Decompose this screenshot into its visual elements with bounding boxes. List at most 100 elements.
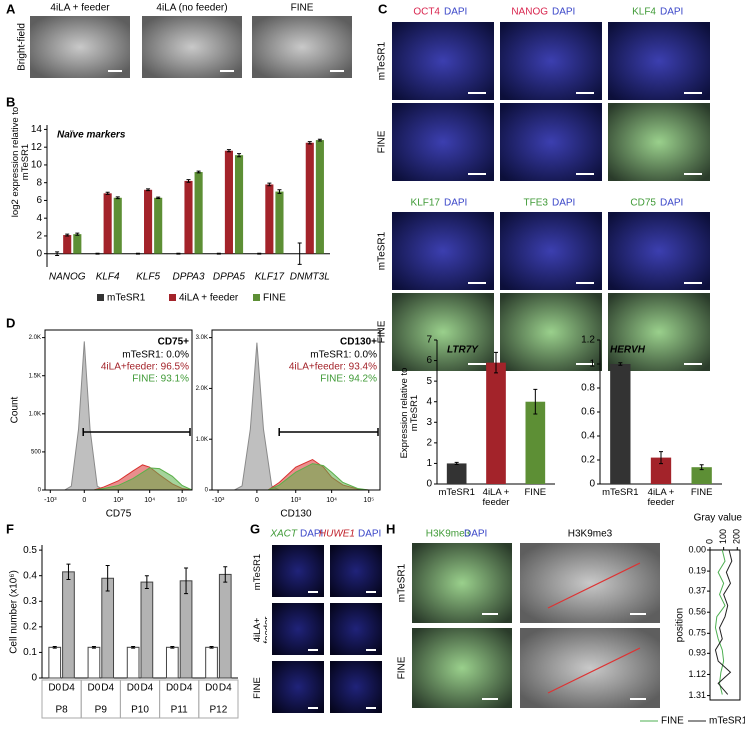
y-tick-label: 0.6 xyxy=(581,407,595,418)
scale-bar xyxy=(366,649,376,651)
y-tick-label: 0.3 xyxy=(23,596,37,607)
x-tick-label: P11 xyxy=(171,705,188,716)
y-tick-label: 1.0K xyxy=(29,411,41,417)
legend-label: FINE xyxy=(263,293,286,304)
gate-title: CD130+ xyxy=(340,337,377,348)
row-label: mTeSR1 xyxy=(397,563,408,602)
row-label: FINE xyxy=(253,662,263,714)
gate xyxy=(83,428,190,436)
scale-bar xyxy=(684,363,702,365)
y-tick-label: 0.00 xyxy=(688,544,706,554)
y-tick-label: 0.19 xyxy=(688,565,706,575)
x-tick-label: 10⁵ xyxy=(363,497,374,504)
x-tick-label: P12 xyxy=(210,705,228,716)
error-bar xyxy=(96,253,100,254)
y-tick-label: 2 xyxy=(36,231,42,242)
counterstain-label: DAPI xyxy=(660,198,683,209)
bar xyxy=(447,463,467,484)
y-tick-label: 1.2 xyxy=(581,335,595,346)
scale-bar xyxy=(482,613,498,615)
y-axis-label: Expression relative to mTeSR1 xyxy=(400,358,426,468)
scale-bar xyxy=(684,282,702,284)
y-tick-label: 0 xyxy=(36,248,42,259)
y-tick-label: 2 xyxy=(426,437,432,448)
row-label: Bright-field xyxy=(17,23,28,71)
stain-header: OCT4 xyxy=(413,7,440,18)
y-tick-label: 4 xyxy=(36,213,42,224)
legend-label: mTeSR1 xyxy=(709,716,745,727)
x-tick-label: KLF17 xyxy=(255,272,285,283)
row-label: FINE xyxy=(377,320,388,343)
micrograph xyxy=(272,661,324,713)
row-label: FINE xyxy=(397,656,408,679)
micrograph xyxy=(500,103,602,181)
x-tick-label: KLF4 xyxy=(96,272,120,283)
series-label: D4 xyxy=(101,683,114,694)
y-tick-label: 7 xyxy=(426,335,432,346)
row-label: 4iLA+ feeder xyxy=(253,604,267,656)
gate-stat: 4iLA+feeder: 96.5% xyxy=(101,362,189,373)
y-tick-label: 1.31 xyxy=(688,690,706,700)
annotation: HERVH xyxy=(610,345,646,356)
y-tick-label: 0.1 xyxy=(23,647,37,658)
series-label: D4 xyxy=(62,683,75,694)
x-axis-label: Gray value xyxy=(694,513,743,524)
y-tick-label: 0 xyxy=(205,488,209,494)
y-tick-label: 6 xyxy=(36,195,42,206)
bar xyxy=(114,198,122,254)
bar xyxy=(63,235,71,254)
x-axis-label: CD75 xyxy=(106,509,132,520)
bar xyxy=(63,572,75,678)
row-label: 4iLA+ feeder xyxy=(253,604,267,656)
micrograph xyxy=(392,212,494,290)
x-tick-label: KLF5 xyxy=(136,272,160,283)
panel-letter: C xyxy=(378,1,388,16)
y-tick-label: 0.4 xyxy=(23,570,37,581)
y-axis-label: log2 expression relative to mTeSR1 xyxy=(11,102,31,222)
x-tick-label: FINE xyxy=(513,488,557,498)
scale-bar xyxy=(366,707,376,709)
annotation: Naïve markers xyxy=(57,130,126,141)
panel-letter: D xyxy=(6,315,15,330)
stain-header: KLF17 xyxy=(411,198,441,209)
scale-bar xyxy=(108,70,122,72)
scale-bar xyxy=(630,613,646,615)
bar xyxy=(73,234,81,254)
bar xyxy=(306,143,314,254)
y-tick-label: 0.37 xyxy=(688,585,706,595)
y-tick-label: 1.5K xyxy=(29,373,41,379)
y-tick-label: 1.12 xyxy=(688,669,706,679)
legend-label: 4iLA + feeder xyxy=(179,293,239,304)
stain-header: H3K9me3 xyxy=(568,529,613,540)
scale-bar xyxy=(684,92,702,94)
bar xyxy=(154,198,162,254)
x-axis-label: CD130 xyxy=(280,509,312,520)
bar xyxy=(486,363,506,484)
x-tick-label: -10³ xyxy=(44,497,57,504)
probe-header: XACT xyxy=(269,529,298,540)
scale-bar xyxy=(308,649,318,651)
x-tick-label: NANOG xyxy=(49,272,86,283)
series-label: D0 xyxy=(166,683,179,694)
panel-letter: A xyxy=(6,1,16,16)
x-tick-label: 4iLA + feeder xyxy=(474,488,518,512)
x-tick-label: 100 xyxy=(718,529,728,544)
profile-trace xyxy=(715,550,731,694)
y-tick-label: 1.0K xyxy=(196,437,208,443)
micrograph xyxy=(392,22,494,100)
y-tick-label: 1 xyxy=(426,458,432,469)
legend-swatch xyxy=(169,294,176,301)
x-tick-label: 10⁵ xyxy=(177,497,188,504)
y-axis-label: position xyxy=(675,608,686,642)
micrograph xyxy=(30,16,130,78)
scale-bar xyxy=(630,698,646,700)
series-label: D4 xyxy=(219,683,232,694)
micrograph xyxy=(500,22,602,100)
bar xyxy=(235,155,243,254)
row-label: FINE xyxy=(377,130,388,153)
gate-title: CD75+ xyxy=(158,337,190,348)
y-tick-label: 500 xyxy=(31,449,42,455)
y-tick-label: 3 xyxy=(426,417,432,428)
y-axis-label: Expression relative to mTeSR1 xyxy=(400,358,420,468)
scale-bar xyxy=(220,70,234,72)
